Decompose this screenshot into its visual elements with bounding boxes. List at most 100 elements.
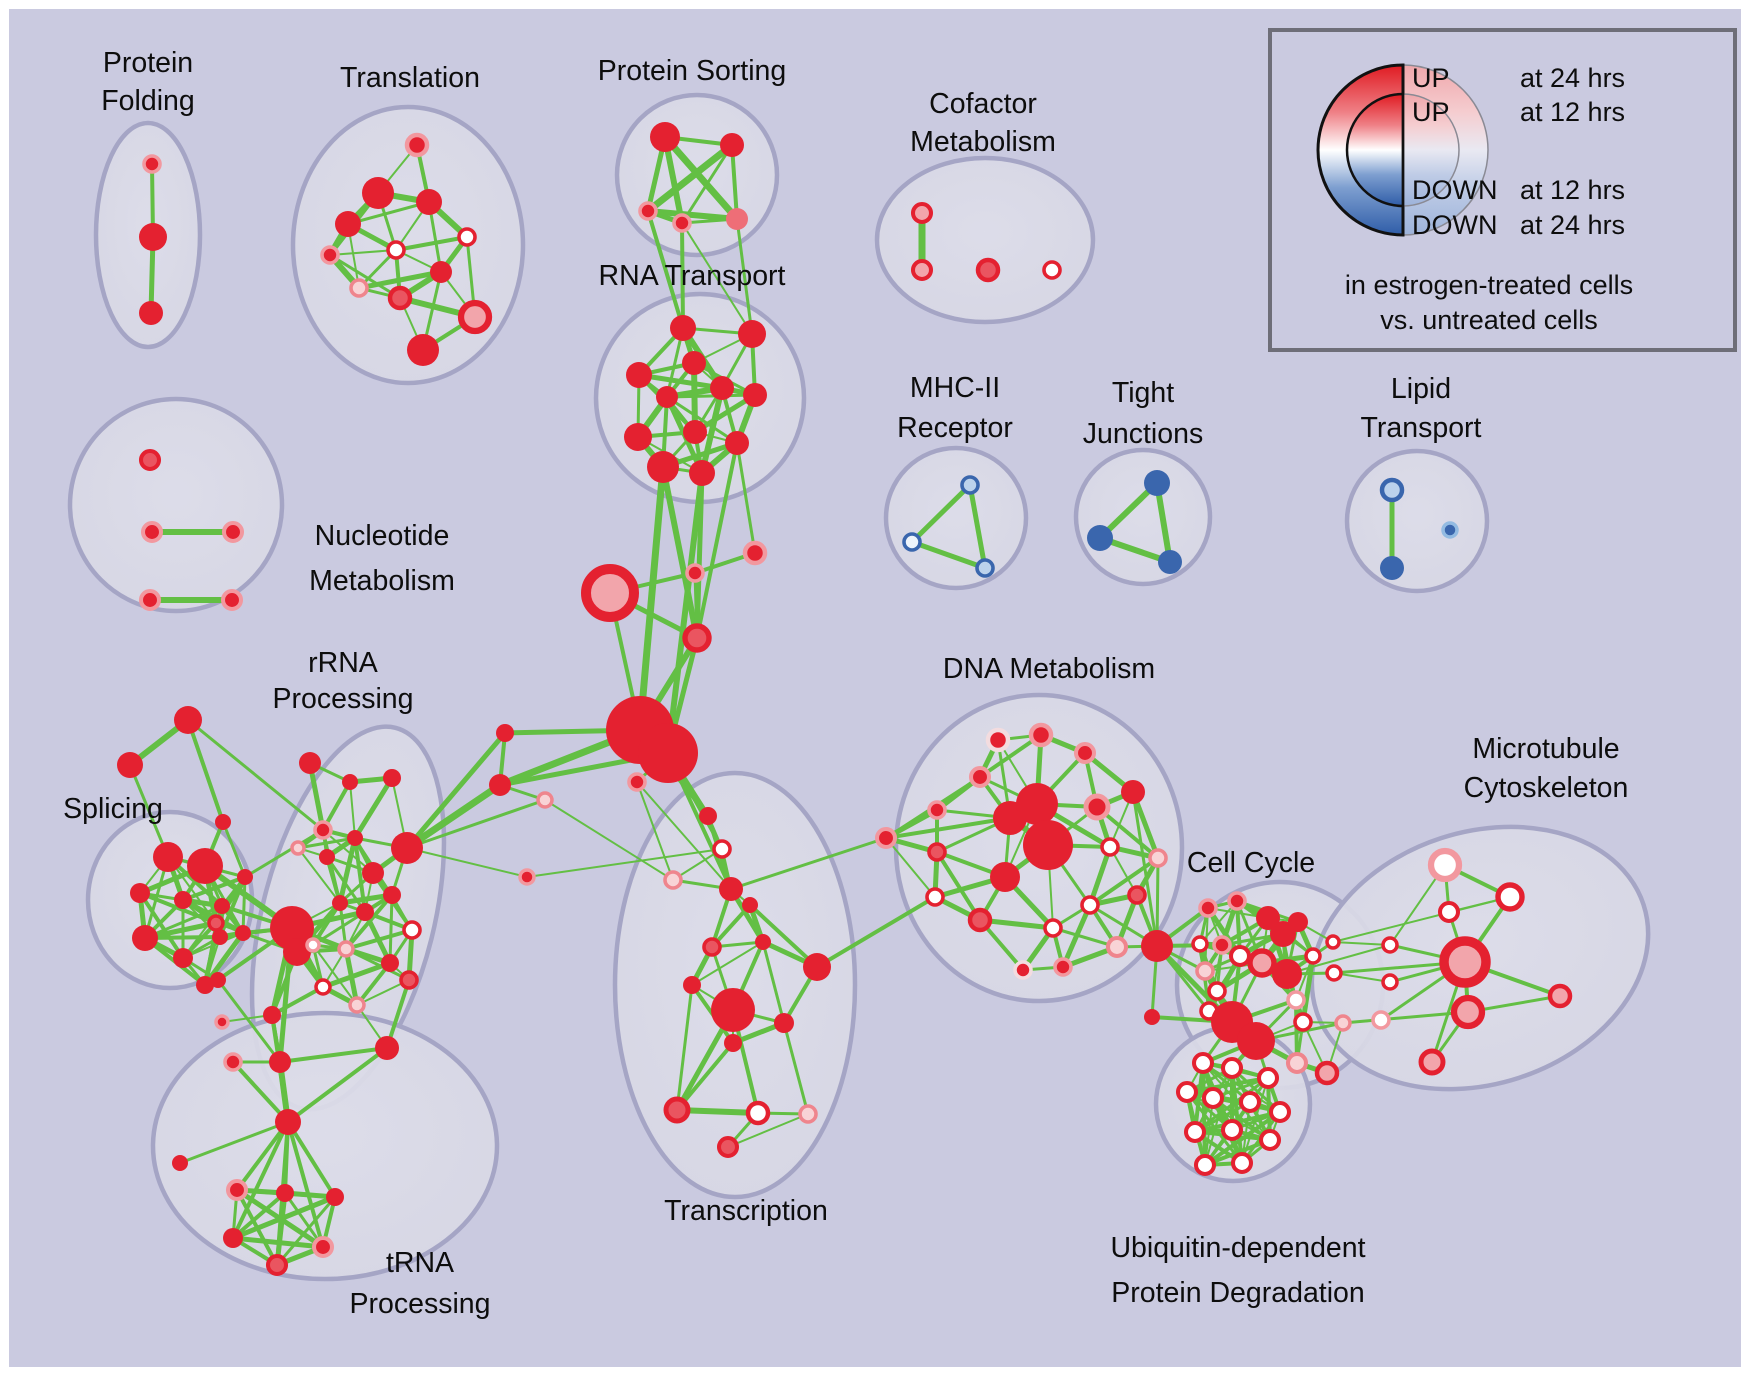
cluster-label-line: Metabolism bbox=[309, 565, 455, 597]
network-node bbox=[1193, 1153, 1217, 1177]
network-node bbox=[305, 937, 321, 953]
network-node bbox=[283, 938, 311, 966]
network-node bbox=[404, 132, 430, 158]
network-node bbox=[1285, 1051, 1309, 1075]
network-node bbox=[1013, 960, 1033, 980]
network-edge bbox=[644, 141, 736, 215]
network-edge bbox=[729, 836, 888, 891]
network-edge bbox=[1051, 926, 1119, 949]
network-node bbox=[716, 1135, 740, 1159]
network-node bbox=[319, 849, 335, 865]
network-edge bbox=[674, 1107, 761, 1116]
network-edge bbox=[286, 1120, 325, 1249]
network-node bbox=[985, 727, 1011, 753]
network-edge bbox=[680, 143, 734, 225]
network-node bbox=[1371, 1010, 1391, 1030]
network-node bbox=[1042, 260, 1062, 280]
network-node bbox=[1158, 550, 1182, 574]
network-node bbox=[1148, 848, 1168, 868]
network-node bbox=[719, 877, 743, 901]
network-node bbox=[670, 315, 696, 341]
network-node bbox=[196, 976, 214, 994]
network-node bbox=[975, 257, 1001, 283]
network-node bbox=[1228, 944, 1252, 968]
cluster-label-line: Splicing bbox=[63, 793, 163, 825]
network-edge bbox=[213, 874, 248, 926]
network-edge bbox=[344, 947, 411, 982]
network-node bbox=[265, 1253, 289, 1277]
cluster-label-line: Tight bbox=[1112, 377, 1174, 409]
network-node bbox=[711, 988, 755, 1032]
network-node bbox=[720, 133, 744, 157]
network-node bbox=[117, 752, 143, 778]
network-edge bbox=[665, 393, 757, 399]
cluster-label-line: Translation bbox=[340, 62, 480, 94]
network-node bbox=[362, 177, 394, 209]
network-node bbox=[626, 362, 652, 388]
network-node bbox=[375, 1036, 399, 1060]
network-edge bbox=[1193, 1076, 1270, 1134]
network-node bbox=[1418, 1048, 1446, 1076]
network-node bbox=[1314, 1060, 1340, 1086]
network-edge bbox=[344, 928, 414, 951]
cluster-label-line: Transcription bbox=[664, 1195, 828, 1227]
network-node bbox=[1293, 1012, 1313, 1032]
cluster-label-trna-processing: tRNA Processing bbox=[350, 1247, 491, 1320]
network-node bbox=[726, 208, 748, 230]
network-edge bbox=[1332, 941, 1391, 946]
network-edge bbox=[221, 820, 247, 879]
network-node bbox=[1043, 918, 1063, 938]
network-edge bbox=[661, 133, 741, 223]
network-node bbox=[130, 883, 150, 903]
cluster-ellipse-transcription bbox=[612, 770, 858, 1200]
network-node bbox=[210, 972, 226, 988]
network-node bbox=[1144, 1009, 1160, 1025]
cluster-label-ubiquitin-degradation: Ubiquitin-dependent Protein Degradation bbox=[1110, 1232, 1365, 1309]
network-node bbox=[348, 996, 366, 1014]
network-node bbox=[638, 201, 658, 221]
network-edge bbox=[356, 269, 444, 291]
network-edge bbox=[231, 1060, 290, 1124]
network-node bbox=[1100, 837, 1120, 857]
network-edge bbox=[405, 798, 547, 850]
network-node bbox=[1227, 891, 1247, 911]
network-node bbox=[416, 189, 442, 215]
network-node bbox=[1437, 900, 1461, 924]
network-edge bbox=[186, 718, 225, 824]
network-edge bbox=[296, 836, 357, 850]
network-node bbox=[1144, 470, 1170, 496]
network-edge bbox=[1286, 944, 1391, 975]
cluster-label-cofactor-metabolism: Cofactor Metabolism bbox=[910, 88, 1056, 158]
network-node bbox=[223, 1228, 243, 1248]
network-node bbox=[650, 122, 680, 152]
network-edge bbox=[815, 895, 937, 969]
network-edge bbox=[328, 253, 402, 300]
cluster-label-line: Protein Degradation bbox=[1111, 1277, 1365, 1309]
network-edge bbox=[216, 978, 282, 1064]
network-node bbox=[968, 765, 992, 789]
network-edge bbox=[665, 470, 705, 756]
network-node bbox=[1439, 936, 1491, 988]
network-node bbox=[689, 460, 715, 486]
network-edge bbox=[935, 850, 982, 922]
cluster-label-line: Metabolism bbox=[910, 126, 1056, 158]
network-node bbox=[1121, 780, 1145, 804]
network-node bbox=[1450, 994, 1486, 1030]
legend-ring-inner-left bbox=[1345, 92, 1405, 208]
network-edge bbox=[1185, 1076, 1270, 1094]
network-node bbox=[1127, 885, 1147, 905]
cluster-label-mhc-ii-receptor: MHC-II Receptor bbox=[897, 372, 1013, 444]
network-node bbox=[263, 1006, 281, 1024]
network-node bbox=[902, 532, 922, 552]
network-edge bbox=[636, 781, 674, 881]
network-edge bbox=[181, 875, 247, 902]
network-node bbox=[960, 475, 980, 495]
network-edge bbox=[143, 904, 224, 940]
network-node bbox=[314, 978, 332, 996]
network-edge bbox=[403, 781, 504, 852]
network-node bbox=[235, 925, 251, 941]
network-node bbox=[139, 223, 167, 251]
cluster-label-line: Transport bbox=[1361, 412, 1482, 444]
network-edge bbox=[178, 1120, 290, 1165]
network-edge bbox=[675, 1041, 735, 1112]
